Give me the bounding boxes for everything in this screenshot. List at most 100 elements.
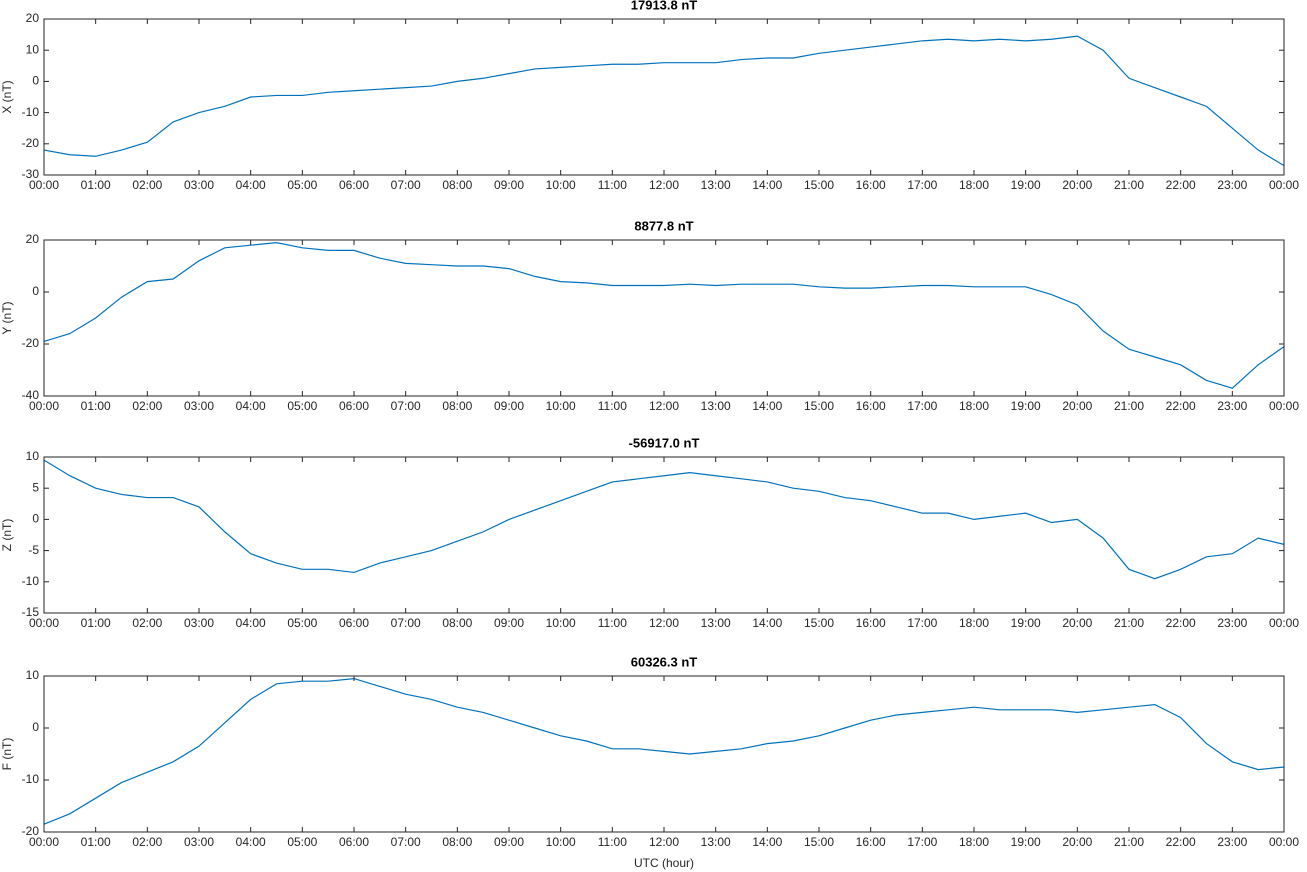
x-tick-label: 06:00: [339, 835, 369, 849]
x-tick-label: 11:00: [598, 616, 627, 630]
x-tick-label: 00:00: [1269, 399, 1299, 413]
plot-area: [44, 19, 1284, 175]
x-tick-label: 19:00: [1011, 835, 1041, 849]
data-line: [43, 35, 1285, 167]
x-tick-label: 15:00: [804, 835, 834, 849]
x-tick-label: 20:00: [1062, 835, 1092, 849]
x-tick-label: 10:00: [546, 399, 576, 413]
x-tick-label: 23:00: [1217, 616, 1247, 630]
x-tick-label: 22:00: [1166, 616, 1196, 630]
x-tick-label: 20:00: [1062, 399, 1092, 413]
plot-area: [44, 457, 1284, 613]
x-tick-label: 01:00: [81, 835, 111, 849]
x-tick-label: 07:00: [391, 835, 421, 849]
y-tick-label: 20: [26, 11, 40, 25]
x-tick-label: 17:00: [907, 399, 937, 413]
x-tick-label: 14:00: [752, 616, 782, 630]
y-tick-label: -10: [22, 574, 40, 588]
x-tick-label: 17:00: [907, 835, 937, 849]
y-tick-label: 0: [32, 512, 39, 526]
x-tick-label: 06:00: [339, 178, 369, 192]
x-tick-label: 08:00: [442, 616, 472, 630]
x-tick-label: 03:00: [184, 835, 214, 849]
x-tick-label: 00:00: [29, 616, 59, 630]
y-axis-label: F (nT): [0, 738, 14, 771]
x-tick-label: 21:00: [1114, 616, 1144, 630]
x-tick-label: 02:00: [132, 399, 162, 413]
x-tick-label: 19:00: [1011, 178, 1041, 192]
x-tick-label: 13:00: [701, 616, 731, 630]
x-tick-label: 23:00: [1217, 399, 1247, 413]
x-tick-label: 00:00: [1269, 616, 1299, 630]
x-tick-label: 11:00: [598, 178, 627, 192]
x-tick-label: 21:00: [1114, 399, 1144, 413]
x-tick-label: 12:00: [649, 616, 679, 630]
y-tick-label: 5: [32, 480, 39, 494]
x-tick-label: 09:00: [494, 399, 524, 413]
x-tick-label: 11:00: [598, 835, 627, 849]
x-tick-label: 08:00: [442, 178, 472, 192]
y-tick-label: -20: [22, 136, 40, 150]
chart-title: 60326.3 nT: [631, 654, 698, 669]
x-tick-label: 00:00: [29, 835, 59, 849]
x-tick-label: 14:00: [752, 399, 782, 413]
x-tick-label: 08:00: [442, 835, 472, 849]
x-tick-label: 04:00: [236, 399, 266, 413]
x-tick-label: 18:00: [959, 178, 989, 192]
x-tick-label: 21:00: [1114, 178, 1144, 192]
x-tick-label: 06:00: [339, 399, 369, 413]
x-tick-label: 16:00: [856, 835, 886, 849]
x-tick-label: 10:00: [546, 616, 576, 630]
x-tick-label: 05:00: [287, 178, 317, 192]
y-tick-label: -10: [22, 772, 40, 786]
x-tick-label: 08:00: [442, 399, 472, 413]
x-tick-label: 06:00: [339, 616, 369, 630]
x-tick-label: 16:00: [856, 399, 886, 413]
x-tick-label: 03:00: [184, 178, 214, 192]
y-tick-label: -20: [22, 824, 40, 838]
y-tick-label: -20: [22, 336, 40, 350]
y-tick-label: -10: [22, 105, 40, 119]
data-line: [43, 459, 1285, 580]
x-tick-label: 05:00: [287, 616, 317, 630]
y-tick-label: 10: [26, 42, 40, 56]
x-tick-label: 18:00: [959, 835, 989, 849]
x-axis-label: UTC (hour): [634, 856, 694, 870]
x-tick-label: 14:00: [752, 178, 782, 192]
x-tick-label: 18:00: [959, 399, 989, 413]
x-tick-label: 01:00: [81, 178, 111, 192]
x-tick-label: 21:00: [1114, 835, 1144, 849]
x-tick-label: 07:00: [391, 616, 421, 630]
x-tick-label: 07:00: [391, 399, 421, 413]
x-tick-label: 15:00: [804, 178, 834, 192]
x-tick-label: 00:00: [29, 399, 59, 413]
x-tick-label: 13:00: [701, 178, 731, 192]
x-tick-label: 20:00: [1062, 178, 1092, 192]
x-tick-label: 20:00: [1062, 616, 1092, 630]
data-line: [43, 241, 1285, 389]
y-tick-label: 10: [26, 449, 40, 463]
x-tick-label: 13:00: [701, 399, 731, 413]
data-line: [43, 677, 1285, 825]
x-tick-label: 23:00: [1217, 178, 1247, 192]
y-tick-label: -30: [22, 167, 40, 181]
y-tick-label: -5: [28, 543, 39, 557]
x-tick-label: 00:00: [1269, 178, 1299, 192]
x-tick-label: 17:00: [907, 616, 937, 630]
x-tick-label: 12:00: [649, 835, 679, 849]
x-tick-label: 23:00: [1217, 835, 1247, 849]
y-axis-label: Z (nT): [0, 519, 14, 552]
x-tick-label: 02:00: [132, 835, 162, 849]
x-tick-label: 17:00: [907, 178, 937, 192]
x-tick-label: 16:00: [856, 616, 886, 630]
x-tick-label: 14:00: [752, 835, 782, 849]
x-tick-label: 18:00: [959, 616, 989, 630]
y-tick-label: -40: [22, 388, 40, 402]
x-tick-label: 19:00: [1011, 399, 1041, 413]
x-tick-label: 01:00: [81, 399, 111, 413]
x-tick-label: 07:00: [391, 178, 421, 192]
x-tick-label: 10:00: [546, 178, 576, 192]
x-tick-label: 09:00: [494, 616, 524, 630]
y-tick-label: 0: [32, 74, 39, 88]
